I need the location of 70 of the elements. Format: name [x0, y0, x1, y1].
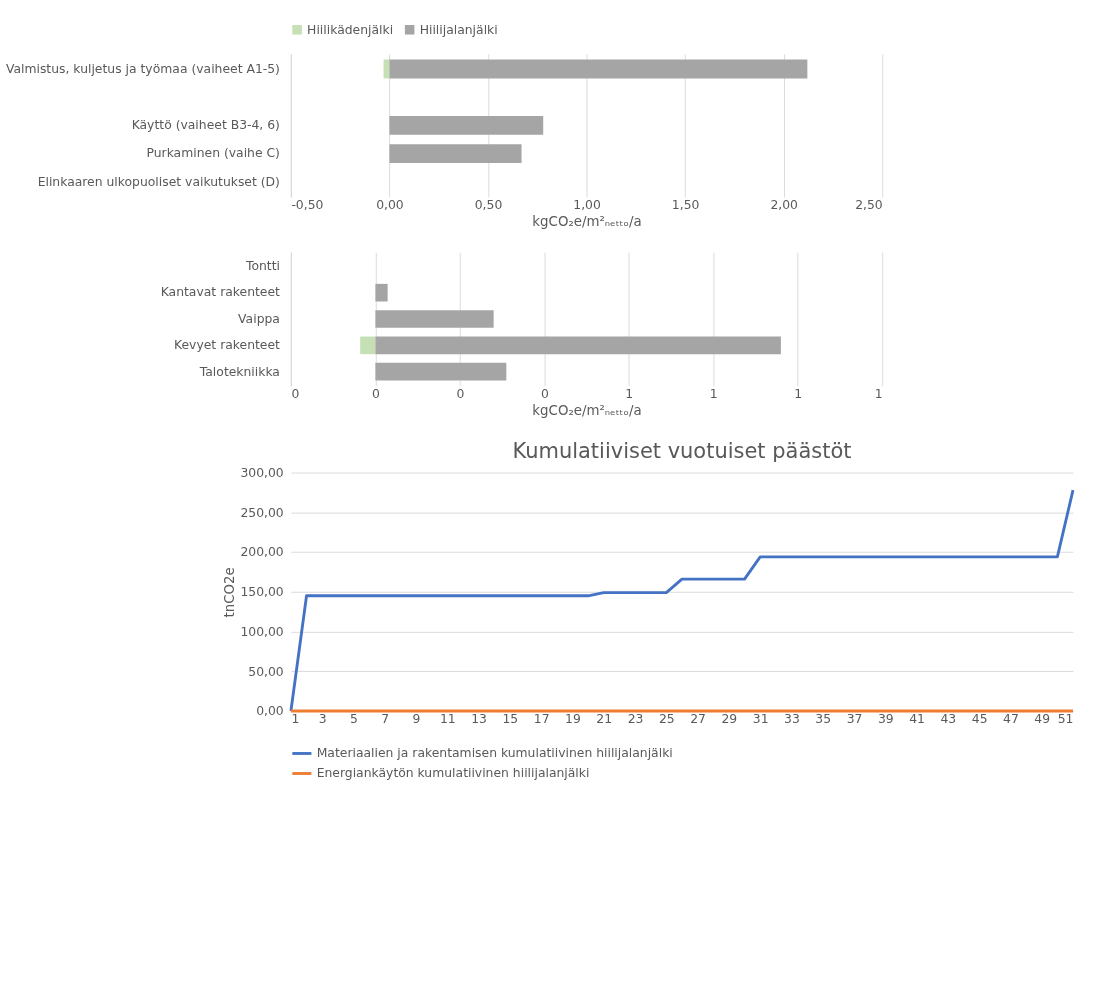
x-tick-label: 0,00 — [376, 196, 404, 212]
y-tick-label: Valmistus, kuljetus ja työmaa (vaiheet A1-5) — [5, 60, 280, 76]
x-tick-label: 31 — [752, 710, 769, 726]
y-tick-label: Kevyet rakenteet — [173, 337, 281, 353]
x-tick-label: 41 — [909, 710, 925, 726]
x-tick-label: 11 — [439, 710, 456, 726]
legend-label: Energiankäytön kumulatiivinen hiilijalanjälki — [316, 765, 590, 781]
x-tick-label: 0,50 — [474, 196, 503, 212]
y-axis-title: tnCO2e — [221, 567, 237, 618]
bar — [375, 362, 507, 381]
x-tick-label: 43 — [940, 710, 957, 726]
x-tick-label: 33 — [784, 710, 800, 726]
x-tick-label: 7 — [381, 710, 390, 726]
x-axis-title: kgCO₂e/m²ₙₑₜₜₒ/a — [532, 214, 642, 230]
y-tick-label: Talotekniikka — [198, 363, 280, 379]
x-tick-label: 37 — [846, 710, 863, 726]
x-tick-label: 0 — [371, 385, 380, 401]
line-series — [289, 488, 1075, 713]
x-tick-label: 25 — [658, 710, 675, 726]
x-tick-label: 23 — [627, 710, 644, 726]
x-tick-label: 45 — [971, 710, 988, 726]
y-tick-label: Purkaminen (vaihe C) — [146, 145, 280, 161]
x-tick-label: 35 — [815, 710, 832, 726]
x-tick-label: 29 — [721, 710, 738, 726]
x-tick-label: 2,00 — [770, 196, 799, 212]
x-tick-label: 1 — [874, 385, 883, 401]
x-tick-label: 0 — [540, 385, 549, 401]
x-tick-label: 0 — [291, 385, 300, 401]
y-tick-label: Elinkaaren ulkopuoliset vaikutukset (D) — [37, 173, 280, 189]
y-tick-label: 100,00 — [240, 623, 284, 639]
x-tick-label: 0 — [456, 385, 465, 401]
x-tick-label: 13 — [471, 710, 487, 726]
bar — [375, 310, 494, 328]
x-tick-label: 1 — [291, 710, 300, 726]
y-tick-label: 250,00 — [240, 504, 284, 520]
x-tick-label: 1 — [625, 385, 634, 401]
x-tick-label: 21 — [596, 710, 613, 726]
x-tick-label: 3 — [318, 710, 327, 726]
y-tick-label: 150,00 — [240, 584, 284, 600]
legend-label: Hiilikädenjälki — [307, 21, 394, 37]
x-tick-label: 9 — [412, 710, 421, 726]
x-tick-label: 17 — [533, 710, 550, 726]
x-tick-label: 1,00 — [573, 196, 601, 212]
legend-label: Materiaalien ja rakentamisen kumulatiivinen hiilijalanjälki — [316, 745, 673, 761]
bar — [375, 283, 388, 302]
y-tick-label: Kantavat rakenteet — [160, 284, 281, 300]
x-tick-label: 15 — [502, 710, 519, 726]
y-tick-label: Käyttö (vaiheet B3-4, 6) — [131, 117, 280, 133]
x-tick-label: 19 — [565, 710, 581, 726]
bar — [375, 336, 781, 355]
x-tick-label: 27 — [690, 710, 706, 726]
y-tick-label: 200,00 — [240, 544, 284, 560]
x-tick-label: 39 — [877, 710, 894, 726]
y-tick-label: 50,00 — [248, 663, 284, 679]
x-tick-label: 1,50 — [671, 196, 700, 212]
y-tick-label: 300,00 — [240, 464, 284, 480]
y-tick-label: Vaippa — [238, 310, 280, 326]
x-tick-label: -0,50 — [291, 196, 324, 212]
x-tick-label: 51 — [1057, 710, 1074, 726]
x-tick-label: 49 — [1034, 710, 1051, 726]
x-axis-title: kgCO₂e/m²ₙₑₜₜₒ/a — [532, 402, 642, 418]
y-tick-label: Tontti — [244, 258, 280, 274]
x-tick-label: 1 — [794, 385, 803, 401]
x-tick-label: 1 — [709, 385, 718, 401]
bar — [360, 336, 376, 355]
x-tick-label: 2,50 — [855, 196, 883, 212]
x-tick-label: 47 — [1003, 710, 1019, 726]
chart-title: Kumulatiiviset vuotuiset päästöt — [512, 439, 852, 464]
legend-label: Hiilijalanjälki — [419, 21, 498, 37]
x-tick-label: 5 — [350, 710, 358, 726]
